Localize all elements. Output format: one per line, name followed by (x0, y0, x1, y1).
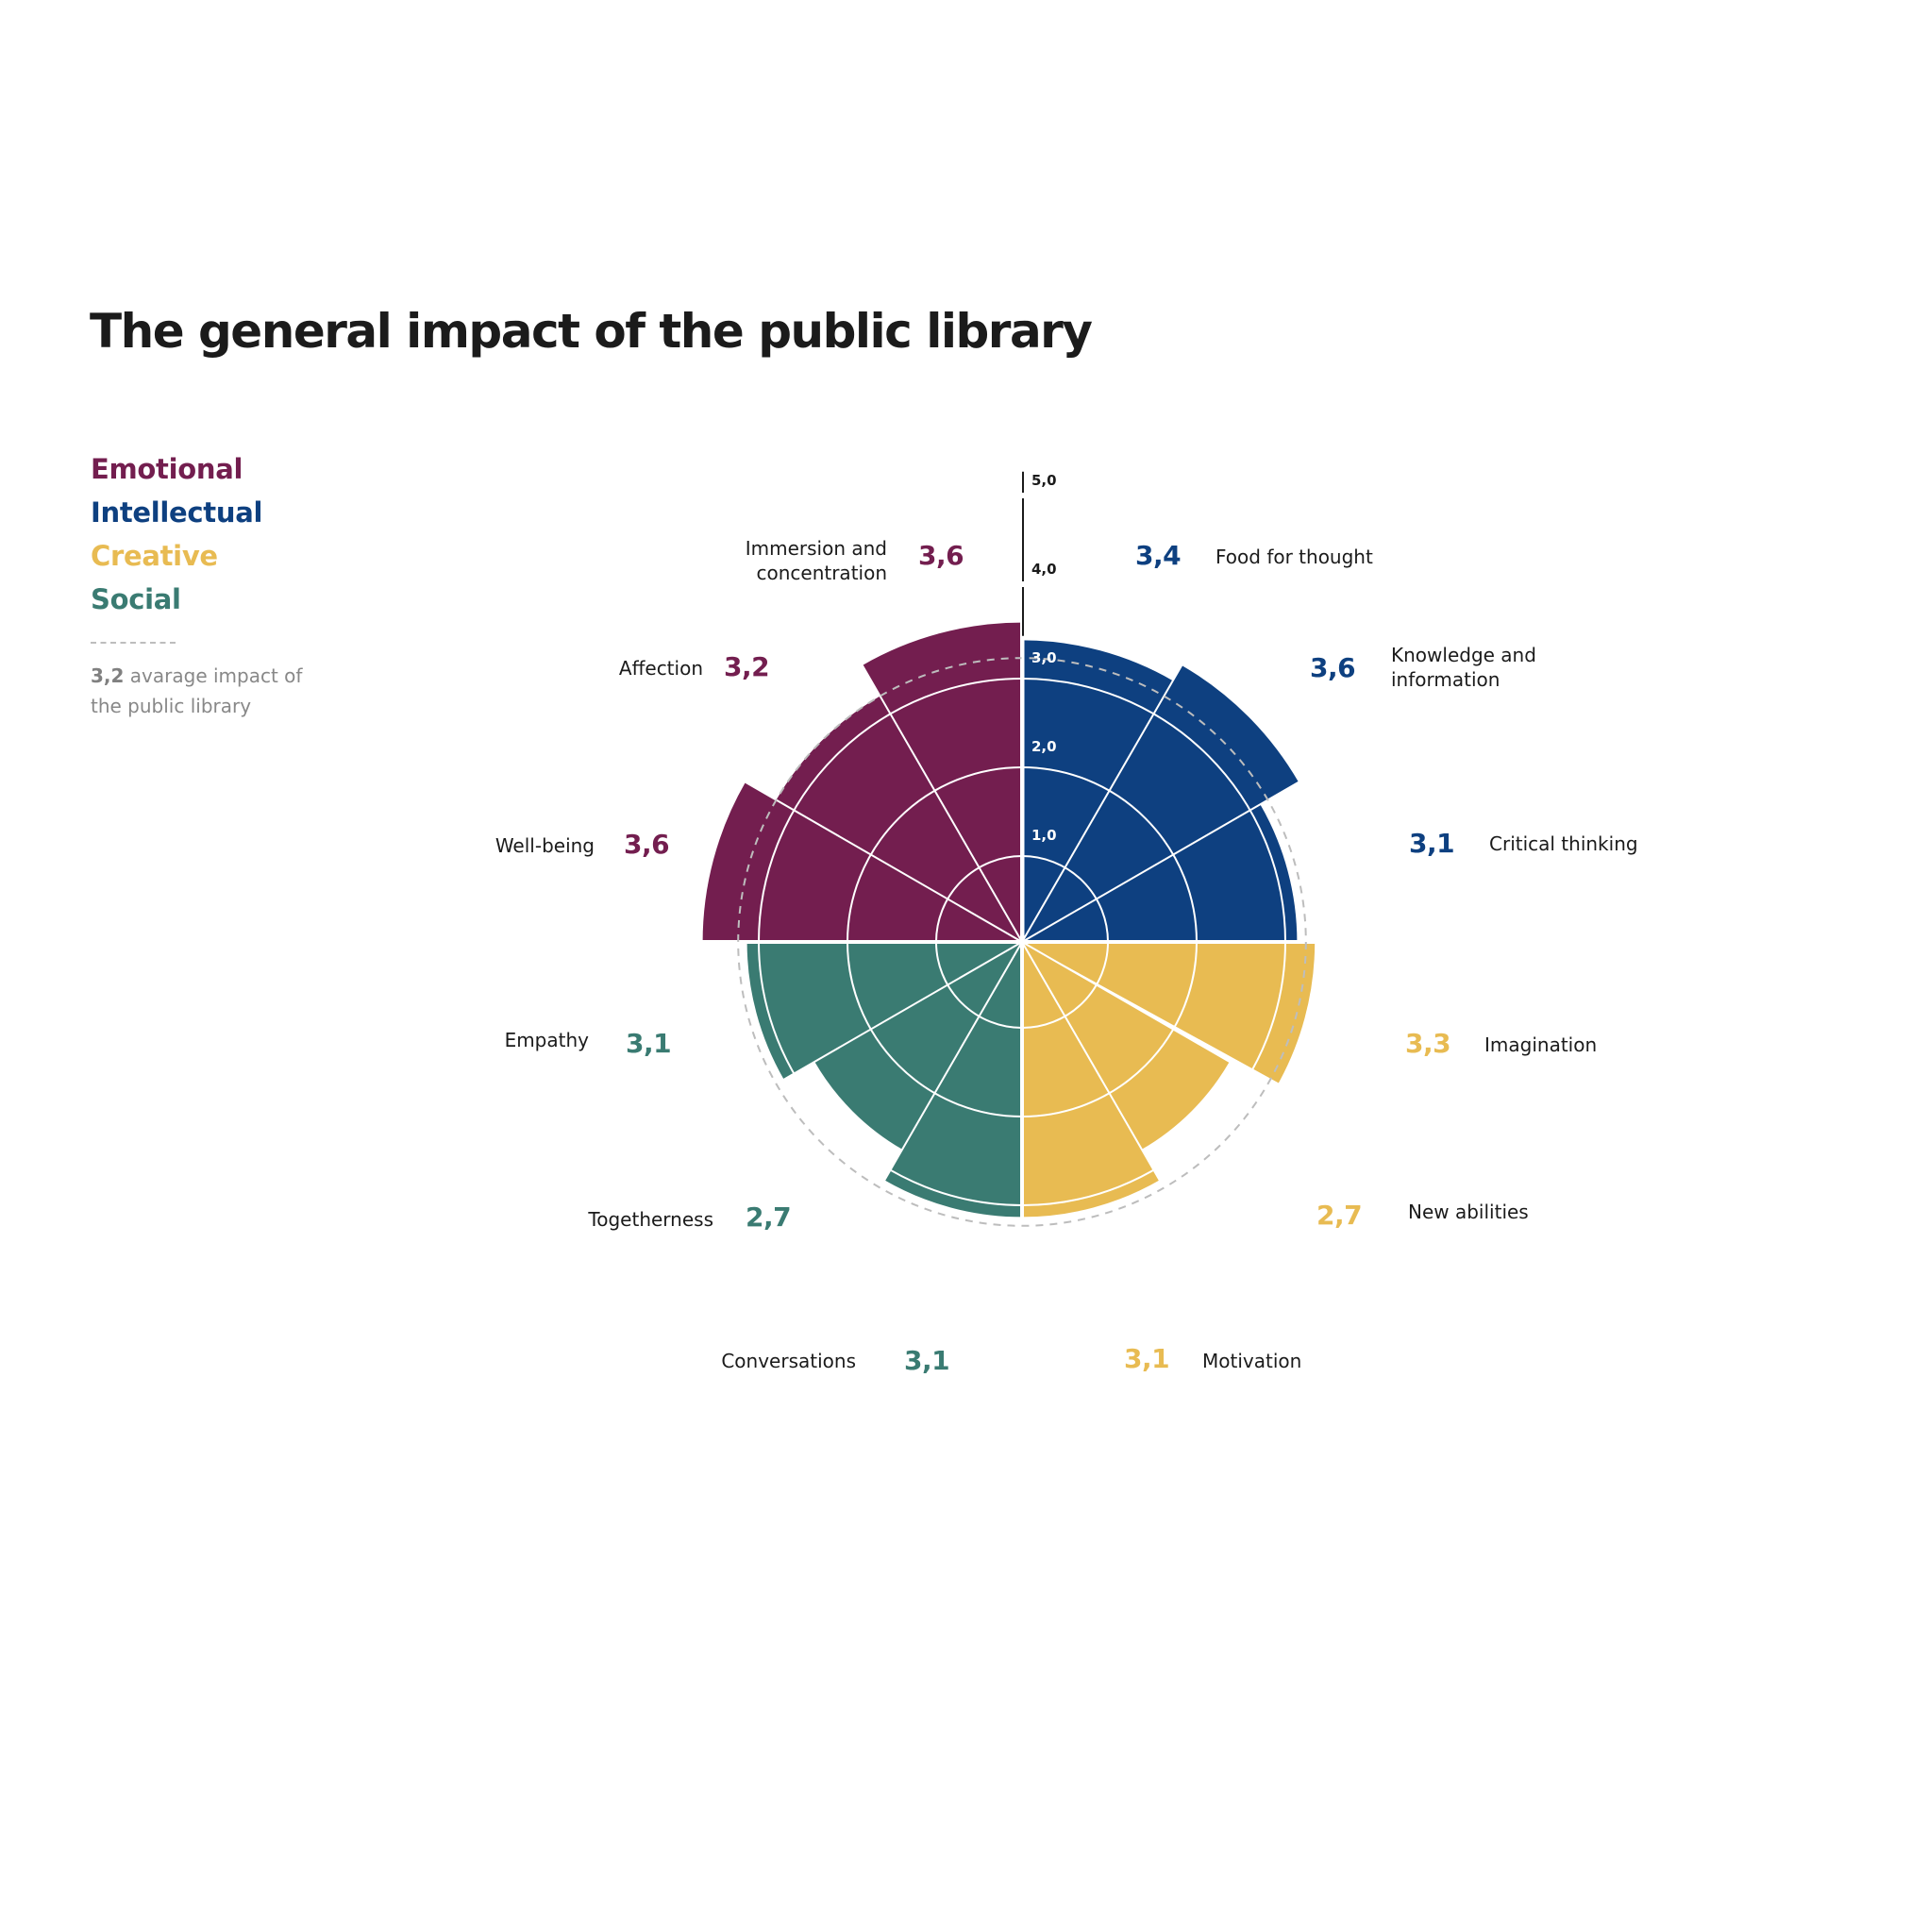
label-empathy: Empathy (504, 1029, 589, 1051)
value-empathy: 3,1 (626, 1028, 672, 1059)
chart-wedges (702, 622, 1316, 1218)
spoke (860, 663, 1023, 943)
tick-label-1: 1,0 (1031, 827, 1057, 844)
value-conversations: 3,1 (904, 1345, 950, 1376)
wedge-immersion-and-concentration (862, 622, 1022, 942)
legend-item-creative: Creative (91, 540, 218, 572)
wedge-imagination (1022, 942, 1316, 1089)
wedge-togetherness (814, 942, 1022, 1150)
wedge-conversations (884, 942, 1022, 1218)
wedge-food-for-thought (1022, 640, 1173, 942)
spoke (743, 780, 1023, 943)
label-immersion-line1: Immersion and (745, 537, 887, 560)
value-motivation: 3,1 (1124, 1343, 1170, 1374)
value-critical-thinking: 3,1 (1409, 828, 1455, 859)
legend: Emotional Intellectual Creative Social 3… (91, 447, 302, 721)
average-note-line1: avarage impact of (124, 664, 303, 687)
spoke (1021, 941, 1162, 1183)
wedge-gap (1022, 942, 1281, 1091)
label-new-abilities: New abilities (1408, 1201, 1529, 1223)
tick-label-3: 3,0 (1031, 649, 1057, 666)
value-imagination: 3,3 (1405, 1028, 1451, 1059)
tick-label-2: 2,0 (1031, 738, 1057, 755)
average-line-sample (91, 642, 176, 644)
label-imagination: Imagination (1484, 1033, 1598, 1056)
value-immersion-and-concentration: 3,6 (918, 540, 964, 571)
legend-item-emotional: Emotional (91, 453, 243, 485)
label-conversations: Conversations (721, 1350, 856, 1372)
wedge-knowledge-and-information (1022, 664, 1299, 942)
value-new-abilities: 2,7 (1316, 1200, 1363, 1231)
radial-axis: 1,0 2,0 3,0 4,0 5,0 (1021, 471, 1057, 942)
legend-item-social: Social (91, 583, 181, 615)
average-value: 3,2 (91, 664, 125, 687)
wedge-well-being (702, 781, 1022, 942)
wedge-motivation (1022, 942, 1160, 1218)
average-note-line2: the public library (91, 695, 252, 717)
value-well-being: 3,6 (624, 829, 670, 860)
label-immersion-line2: concentration (756, 562, 887, 584)
value-food-for-thought: 3,4 (1135, 540, 1182, 571)
wedge-empathy (746, 942, 1022, 1080)
spoke (1021, 663, 1184, 943)
label-food-for-thought: Food for thought (1215, 546, 1373, 568)
tick-label-5: 5,0 (1031, 472, 1057, 489)
label-knowledge-line1: Knowledge and (1391, 644, 1536, 666)
value-knowledge-and-information: 3,6 (1310, 652, 1356, 683)
spoke (1021, 780, 1301, 943)
label-immersion-and-concentration: Immersion and concentration (746, 536, 887, 585)
label-critical-thinking: Critical thinking (1489, 832, 1638, 855)
legend-item-intellectual: Intellectual (91, 496, 263, 529)
label-knowledge-and-information: Knowledge and information (1391, 643, 1536, 692)
value-togetherness: 2,7 (746, 1201, 792, 1233)
label-motivation: Motivation (1202, 1350, 1302, 1372)
label-well-being: Well-being (495, 834, 595, 857)
value-affection: 3,2 (724, 651, 770, 682)
spoke (882, 941, 1023, 1183)
label-togetherness: Togetherness (588, 1208, 713, 1231)
spoke (781, 941, 1023, 1082)
chart-title: The general impact of the public library (90, 304, 1093, 359)
wedge-critical-thinking (1022, 804, 1298, 942)
label-affection: Affection (618, 657, 703, 680)
tick-label-4: 4,0 (1031, 561, 1057, 578)
grid-spokes (700, 620, 1317, 1219)
label-knowledge-line2: information (1391, 668, 1500, 691)
average-note: 3,2 avarage impact of the public library (91, 661, 302, 721)
wedge-new-abilities (1022, 942, 1230, 1150)
